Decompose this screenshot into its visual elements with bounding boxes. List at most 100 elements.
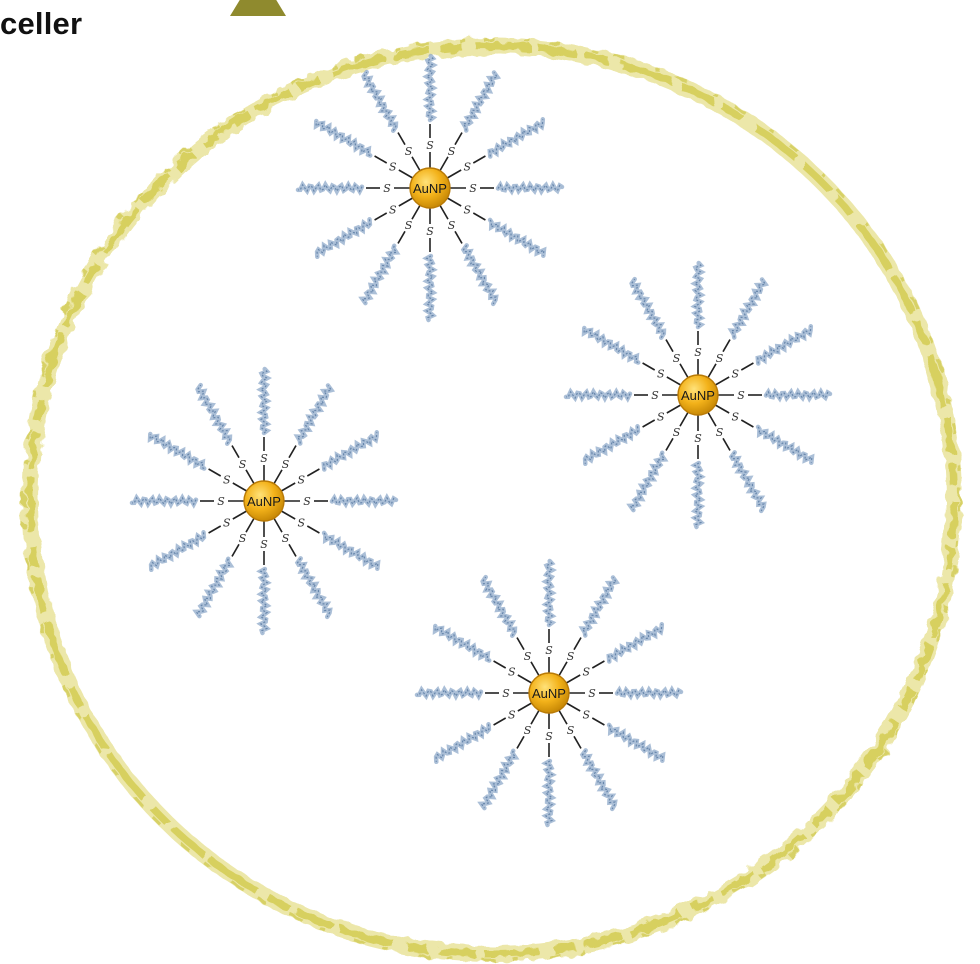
linker bbox=[232, 544, 239, 556]
linker bbox=[399, 170, 415, 179]
linker bbox=[412, 204, 421, 220]
thiol-label: S bbox=[582, 709, 590, 722]
dna-strand bbox=[261, 569, 267, 633]
gold-nanoparticle: S SSSSSSSSSSSAuNP bbox=[566, 263, 830, 527]
thiol-label: S bbox=[260, 538, 268, 551]
dna-strand bbox=[583, 578, 617, 636]
thiol-label: S bbox=[588, 687, 596, 700]
linker bbox=[233, 510, 249, 519]
dna-strand bbox=[151, 532, 204, 570]
dna-strand bbox=[298, 386, 332, 444]
dna-strand bbox=[362, 246, 396, 303]
dna-strand bbox=[324, 432, 377, 469]
dna-strand bbox=[196, 559, 230, 616]
thiol-label: S bbox=[297, 474, 305, 487]
thiol-label: S bbox=[567, 724, 575, 737]
thiol-label: S bbox=[282, 458, 290, 471]
linker bbox=[280, 510, 296, 519]
dna-strand bbox=[766, 392, 830, 398]
linker bbox=[574, 736, 581, 748]
linker bbox=[307, 469, 319, 476]
linker bbox=[473, 213, 485, 220]
thiol-label: S bbox=[657, 368, 665, 381]
thiol-label: S bbox=[389, 204, 397, 217]
thiol-label: S bbox=[731, 368, 739, 381]
dna-strand bbox=[732, 280, 766, 338]
thiol-label: S bbox=[716, 426, 724, 439]
linker bbox=[412, 157, 421, 173]
linker bbox=[592, 718, 604, 725]
thiol-label: S bbox=[673, 426, 681, 439]
linker bbox=[723, 340, 730, 352]
thiol-label: S bbox=[508, 709, 516, 722]
thiol-label: S bbox=[651, 389, 659, 402]
linker bbox=[723, 438, 730, 450]
dna-strand bbox=[546, 761, 552, 825]
dna-strand bbox=[436, 724, 489, 762]
dna-strand bbox=[758, 326, 811, 363]
dna-strand bbox=[481, 751, 515, 808]
thiol-label: S bbox=[502, 687, 510, 700]
linker bbox=[280, 483, 296, 492]
linker bbox=[666, 438, 673, 450]
dna-strand bbox=[617, 690, 681, 696]
thiol-label: S bbox=[448, 219, 456, 232]
linker bbox=[494, 718, 506, 725]
linker bbox=[233, 483, 249, 492]
linker bbox=[439, 157, 448, 173]
linker bbox=[289, 544, 296, 556]
linker bbox=[643, 420, 655, 427]
thiol-label: S bbox=[469, 182, 477, 195]
thiol-label: S bbox=[223, 517, 231, 530]
linker bbox=[446, 170, 462, 179]
thiol-label: S bbox=[426, 139, 434, 152]
linker bbox=[375, 213, 387, 220]
thiol-label: S bbox=[426, 225, 434, 238]
thiol-label: S bbox=[303, 495, 311, 508]
thiol-label: S bbox=[545, 730, 553, 743]
thiol-label: S bbox=[239, 458, 247, 471]
core-label: AuNP bbox=[413, 181, 447, 196]
thiol-label: S bbox=[405, 219, 413, 232]
linker bbox=[574, 638, 581, 650]
linker bbox=[289, 446, 296, 458]
gold-nanoparticle: S SSSSSSSSSSSAuNP bbox=[298, 56, 562, 320]
linker bbox=[307, 526, 319, 533]
linker bbox=[375, 156, 387, 163]
linker bbox=[494, 661, 506, 668]
dna-strand bbox=[427, 256, 433, 320]
thiol-label: S bbox=[694, 432, 702, 445]
linker bbox=[398, 231, 405, 243]
dna-strand bbox=[695, 463, 701, 527]
core-label: AuNP bbox=[247, 494, 281, 509]
linker bbox=[455, 133, 462, 145]
dna-strand bbox=[332, 498, 396, 504]
linker bbox=[455, 231, 462, 243]
linker bbox=[399, 197, 415, 206]
dna-strand bbox=[317, 219, 370, 256]
linker bbox=[592, 661, 604, 668]
thiol-label: S bbox=[223, 474, 231, 487]
linker bbox=[741, 363, 753, 370]
thiol-label: S bbox=[448, 145, 456, 158]
linker bbox=[446, 197, 462, 206]
thiol-label: S bbox=[508, 666, 516, 679]
core-label: AuNP bbox=[532, 686, 566, 701]
thiol-label: S bbox=[389, 161, 397, 174]
dna-strand bbox=[585, 426, 638, 464]
core-label: AuNP bbox=[681, 388, 715, 403]
thiol-label: S bbox=[524, 724, 532, 737]
dna-strand bbox=[464, 73, 498, 131]
linker bbox=[209, 526, 221, 533]
dna-strand bbox=[609, 624, 662, 661]
linker bbox=[439, 204, 448, 220]
thiol-label: S bbox=[694, 346, 702, 359]
linker bbox=[741, 420, 753, 427]
linker bbox=[209, 469, 221, 476]
thiol-label: S bbox=[260, 452, 268, 465]
linker bbox=[666, 340, 673, 352]
linker bbox=[517, 638, 524, 650]
